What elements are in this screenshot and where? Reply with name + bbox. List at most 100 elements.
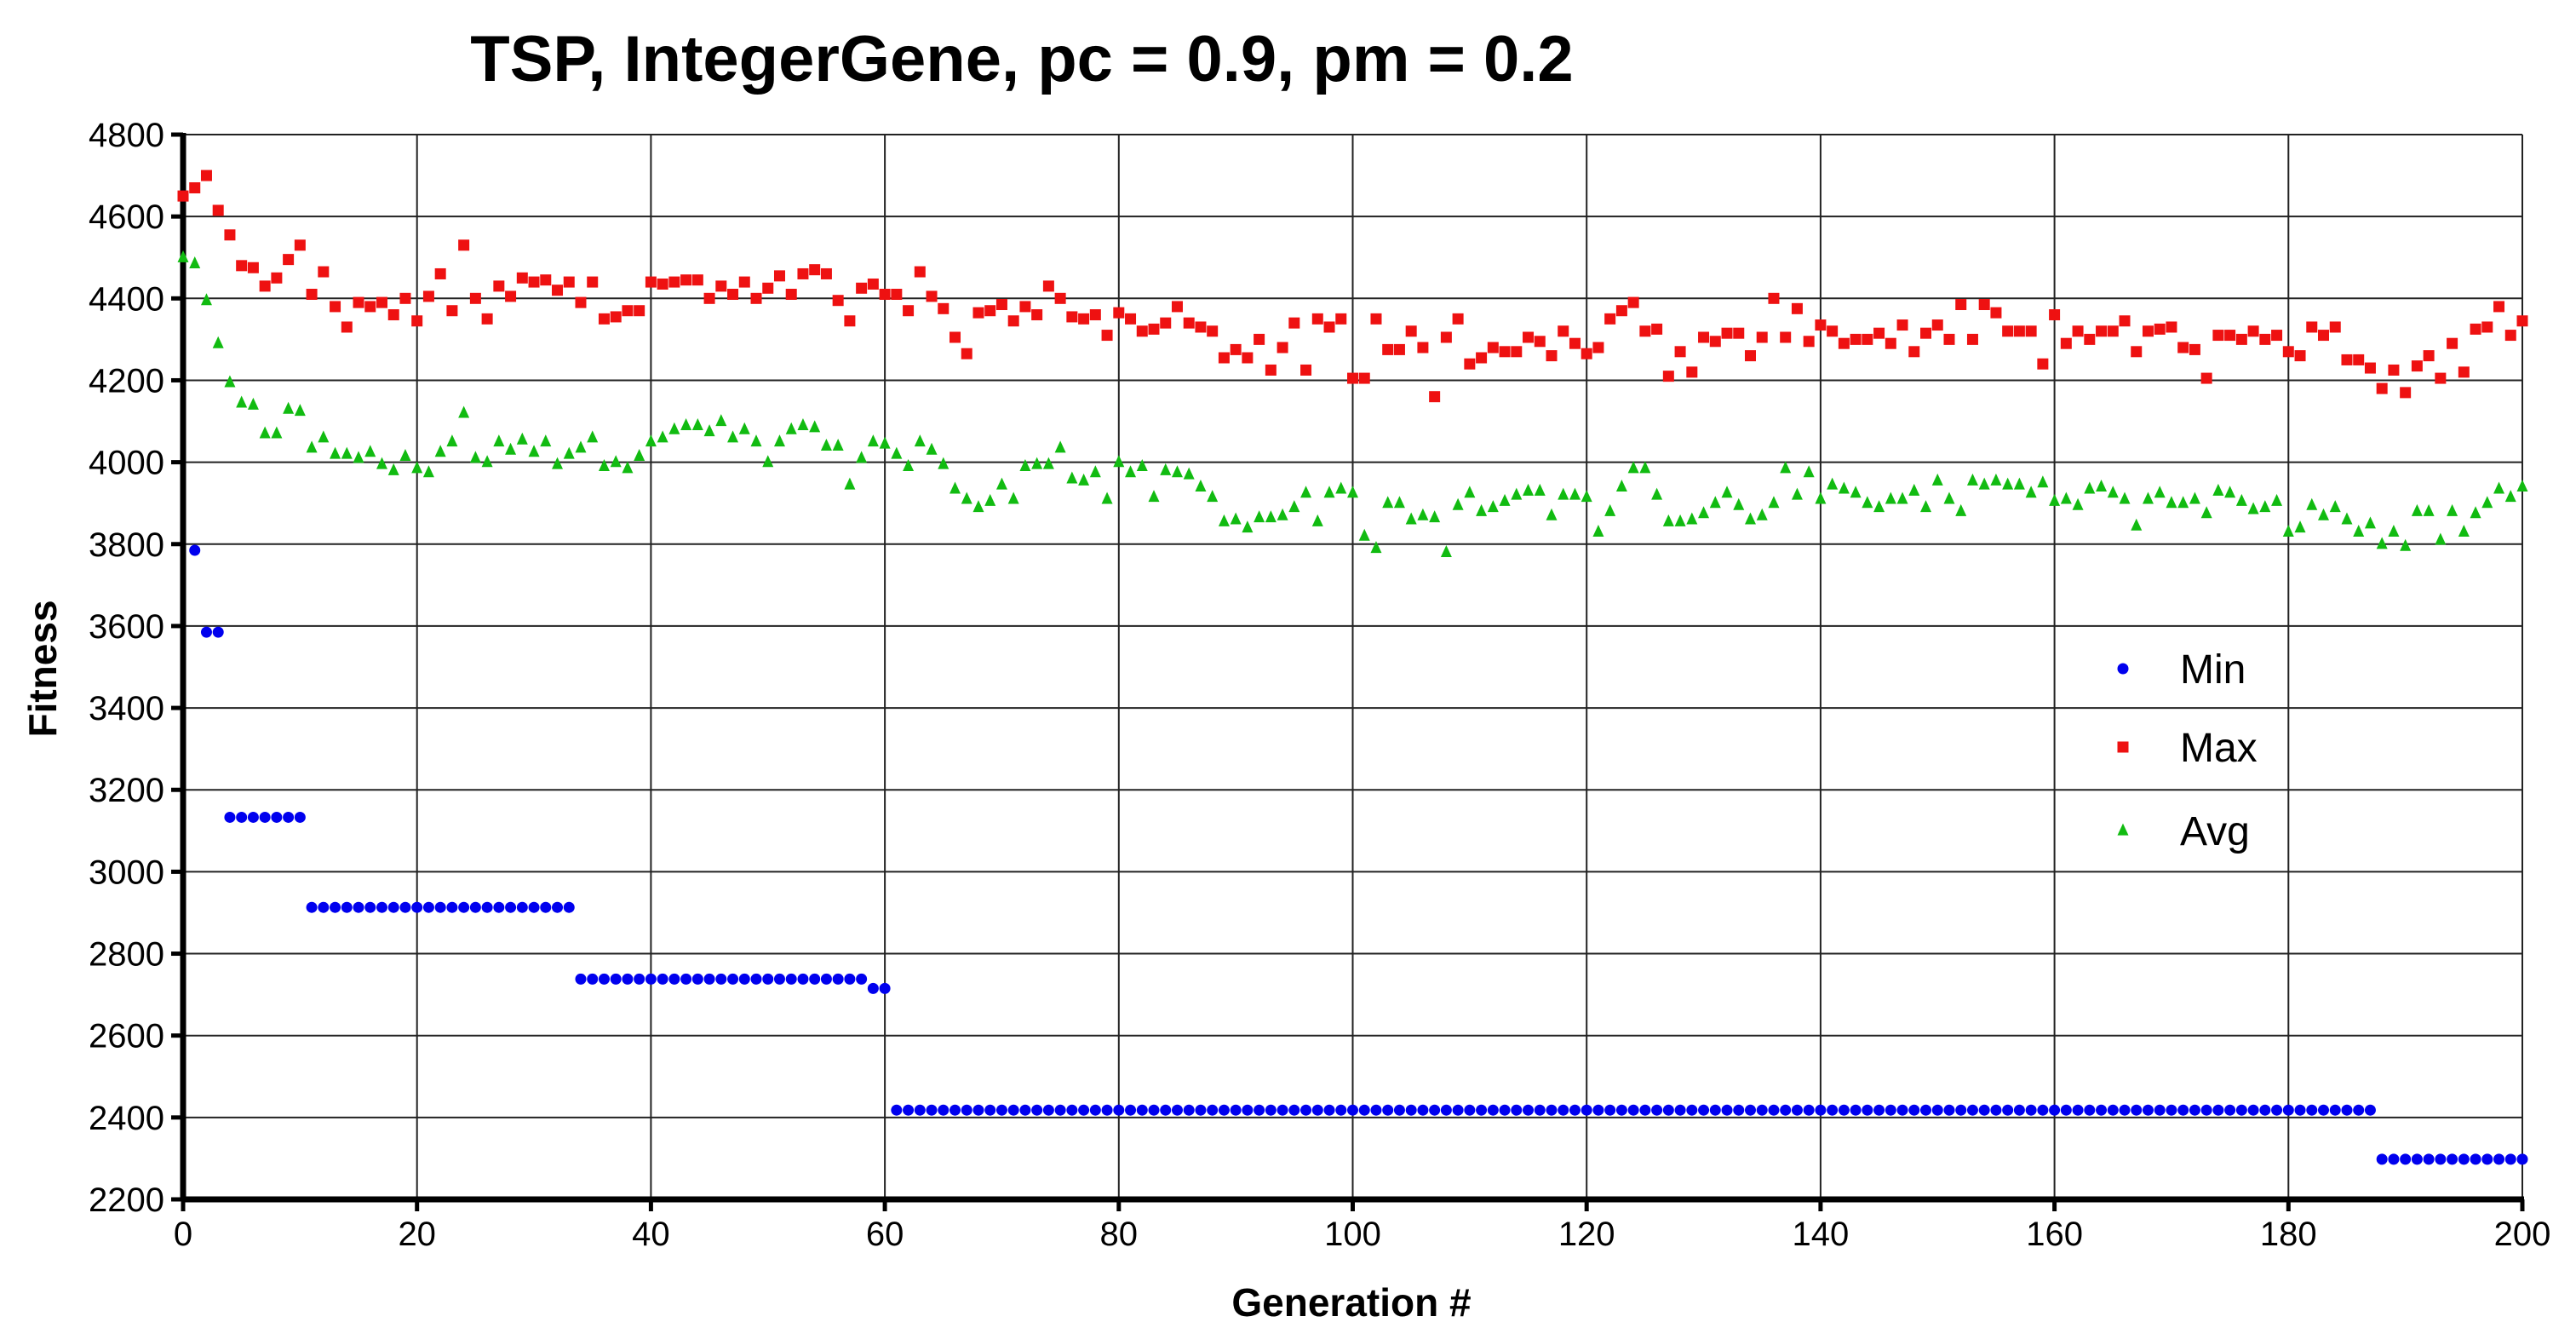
- avg-point: [1978, 477, 1990, 490]
- legend-label-avg: Avg: [2180, 809, 2250, 854]
- max-point: [1978, 299, 1990, 311]
- avg-point: [891, 446, 903, 459]
- min-point: [1615, 1104, 1627, 1116]
- avg-point: [1604, 503, 1616, 516]
- avg-point: [1581, 490, 1592, 503]
- max-point: [1358, 372, 1370, 384]
- min-point: [1592, 1104, 1604, 1116]
- min-point: [938, 1104, 950, 1116]
- max-point: [2107, 325, 2119, 337]
- min-point: [2376, 1153, 2388, 1165]
- min-point: [1370, 1104, 1382, 1116]
- min-point: [505, 901, 517, 913]
- series-max: [177, 170, 2528, 403]
- avg-point: [1662, 514, 1674, 526]
- max-point: [1838, 337, 1850, 349]
- avg-point: [540, 434, 552, 447]
- min-point: [1838, 1104, 1850, 1116]
- min-point: [2119, 1104, 2131, 1116]
- min-point: [972, 1104, 984, 1116]
- avg-point: [750, 434, 762, 447]
- min-point: [2084, 1104, 2096, 1116]
- max-point: [1429, 391, 1441, 403]
- max-point: [575, 296, 587, 308]
- min-point: [984, 1104, 996, 1116]
- legend-label-max: Max: [2180, 726, 2258, 771]
- max-point: [2200, 372, 2212, 384]
- avg-point: [446, 434, 458, 447]
- max-point: [1218, 352, 1230, 364]
- series-avg: [177, 250, 2528, 557]
- min-point: [1113, 1104, 1125, 1116]
- avg-point: [563, 446, 575, 459]
- max-point: [1908, 346, 1920, 358]
- min-point: [1207, 1104, 1219, 1116]
- avg-point: [1101, 492, 1113, 504]
- max-point: [2423, 350, 2435, 362]
- min-point: [1476, 1104, 1488, 1116]
- max-point: [762, 282, 774, 294]
- max-point: [1300, 364, 1312, 376]
- min-point: [1393, 1104, 1405, 1116]
- max-point: [2025, 325, 2037, 337]
- min-point: [516, 901, 528, 913]
- min-point: [1195, 1104, 1207, 1116]
- max-point: [1803, 336, 1815, 348]
- avg-point: [2166, 496, 2177, 509]
- min-point: [1931, 1104, 1943, 1116]
- min-point: [1054, 1104, 1066, 1116]
- min-point: [738, 973, 750, 985]
- max-point: [1721, 327, 1733, 339]
- avg-point: [691, 417, 703, 430]
- avg-point: [2435, 532, 2447, 545]
- min-point: [1768, 1104, 1780, 1116]
- avg-point: [727, 430, 739, 443]
- max-point: [1791, 302, 1803, 314]
- avg-point: [1358, 528, 1370, 541]
- min-point: [283, 811, 295, 823]
- max-point: [2072, 325, 2084, 337]
- max-point: [961, 348, 972, 359]
- max-point: [1896, 319, 1908, 331]
- min-point: [1815, 1104, 1827, 1116]
- min-point: [1966, 1104, 1978, 1116]
- y-tick-label: 4200: [89, 362, 164, 400]
- avg-point: [1990, 473, 2002, 486]
- min-point: [364, 901, 376, 913]
- min-point: [353, 901, 364, 913]
- max-point: [1311, 313, 1323, 325]
- min-point: [1288, 1104, 1300, 1116]
- min-point: [1019, 1104, 1031, 1116]
- avg-point: [2376, 537, 2388, 549]
- max-point: [1160, 317, 1172, 329]
- max-point: [773, 270, 785, 282]
- max-point: [938, 302, 950, 314]
- min-point: [1733, 1104, 1745, 1116]
- min-point: [2493, 1153, 2505, 1165]
- min-point: [1101, 1104, 1113, 1116]
- max-point: [668, 276, 680, 288]
- max-point: [1546, 350, 1558, 362]
- max-point: [247, 262, 259, 273]
- max-point: [364, 301, 376, 313]
- avg-point: [2504, 490, 2516, 503]
- max-point: [306, 289, 318, 300]
- max-point: [552, 285, 564, 296]
- min-point: [446, 901, 458, 913]
- max-point: [189, 182, 201, 193]
- min-point: [2423, 1153, 2435, 1165]
- legend-marker-min: [2117, 663, 2129, 675]
- avg-point: [1931, 473, 1943, 486]
- avg-point: [2189, 492, 2200, 504]
- max-point: [2259, 333, 2271, 345]
- avg-point: [738, 422, 750, 434]
- max-point: [387, 309, 399, 321]
- min-point: [2516, 1153, 2528, 1165]
- max-point: [1101, 330, 1113, 342]
- max-point: [2516, 315, 2528, 327]
- min-point: [2142, 1104, 2154, 1116]
- max-point: [2294, 350, 2306, 362]
- min-point: [797, 973, 809, 985]
- min-point: [306, 901, 318, 913]
- max-point: [434, 267, 446, 279]
